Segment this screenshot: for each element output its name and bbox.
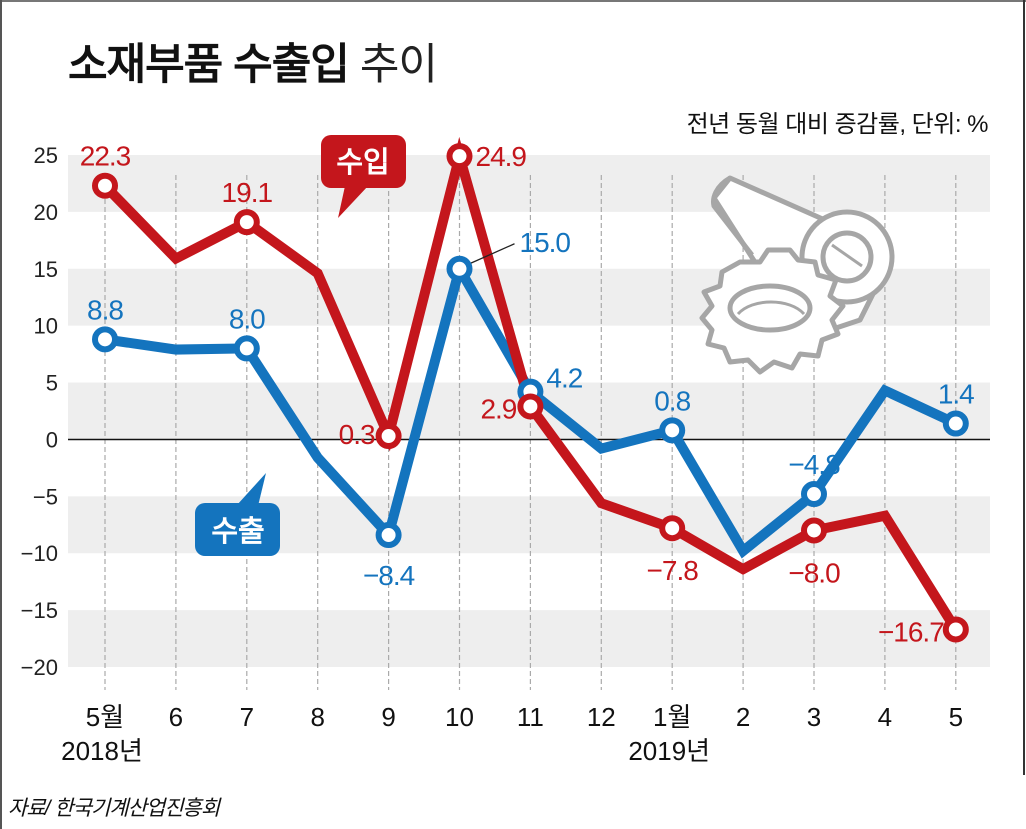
export-marker xyxy=(446,255,473,282)
export-marker xyxy=(92,326,118,353)
export-data-label: 15.0 xyxy=(520,227,571,258)
x-tick-label: 5월 xyxy=(86,702,124,732)
import-data-label: 0.3 xyxy=(339,419,375,450)
band xyxy=(68,610,990,667)
frame-left-border xyxy=(0,0,2,829)
y-tick-label: 10 xyxy=(34,314,58,339)
export-data-label: 4.2 xyxy=(546,363,582,394)
y-tick-label: 25 xyxy=(34,143,58,168)
import-marker xyxy=(942,616,969,643)
import-marker xyxy=(233,209,260,236)
import-data-label: 22.3 xyxy=(80,141,131,172)
x-year-label: 2018년 xyxy=(61,736,143,766)
source-note: 자료/ 한국기계산업진흥회 xyxy=(8,797,220,820)
export-marker xyxy=(375,522,402,549)
x-tick-label: 4 xyxy=(878,702,892,732)
export-data-label: 8.0 xyxy=(229,303,265,334)
series-markers xyxy=(92,143,969,643)
export-data-label: 1.4 xyxy=(938,379,974,410)
unit-note: 전년 동월 대비 증감률, 단위: % xyxy=(686,111,989,138)
import-data-label: −16.7 xyxy=(878,616,944,647)
frame-right-border xyxy=(1023,0,1025,775)
y-tick-label: −15 xyxy=(21,598,58,623)
band xyxy=(68,155,990,212)
x-tick-label: 10 xyxy=(445,702,474,732)
x-tick-label: 6 xyxy=(169,702,183,732)
import-data-label: −8.0 xyxy=(788,557,840,588)
y-tick-label: −10 xyxy=(21,541,58,566)
x-tick-label: 12 xyxy=(587,702,616,732)
import-data-label: 2.9 xyxy=(480,393,516,424)
import-marker xyxy=(801,517,827,544)
y-tick-label: −5 xyxy=(33,484,58,509)
chart-title-bold: 소재부품 수출입 xyxy=(68,41,350,89)
y-tick-label: 5 xyxy=(46,371,58,396)
x-tick-label: 2 xyxy=(736,702,750,732)
export-marker xyxy=(801,481,827,508)
chart-title-light: 추이 xyxy=(359,41,438,89)
chart-title: 소재부품 수출입 추이 xyxy=(68,30,438,92)
x-tick-label: 8 xyxy=(310,702,324,732)
import-marker xyxy=(375,423,402,450)
export-data-label: −4.8 xyxy=(788,449,840,480)
y-tick-label: 20 xyxy=(34,200,58,225)
y-tick-label: 0 xyxy=(46,427,58,452)
x-tick-label: 3 xyxy=(807,702,821,732)
data-labels: 22.3 19.1 0.3 24.9 2.9 −7.8 −8.0 −16.7 8.8 8.0 −8.… xyxy=(80,141,975,648)
x-tick-label: 7 xyxy=(240,702,254,732)
legend-export-pointer xyxy=(237,473,266,506)
frame-top-border xyxy=(0,0,1026,2)
legend-export-box xyxy=(195,503,280,556)
legend-export-label: 수출 xyxy=(211,515,264,548)
legend-import: 수입 xyxy=(321,135,406,218)
leader-line xyxy=(469,243,515,265)
x-tick-label: 5 xyxy=(949,702,963,732)
import-data-label: 24.9 xyxy=(476,141,527,172)
export-marker xyxy=(233,335,260,362)
legend-import-box xyxy=(321,135,406,188)
import-data-label: −7.8 xyxy=(647,555,699,586)
legend-export: 수출 xyxy=(195,473,280,556)
x-tick-label: 11 xyxy=(517,702,544,732)
export-data-label: 8.8 xyxy=(87,294,123,325)
export-marker xyxy=(942,410,969,437)
import-marker xyxy=(446,143,473,170)
export-data-label: −8.4 xyxy=(363,560,415,591)
x-year-label: 2019년 xyxy=(628,736,710,766)
legend-import-pointer xyxy=(338,186,368,218)
x-tick-label: 9 xyxy=(381,702,395,732)
x-tick-label: 1월 xyxy=(653,702,691,732)
y-axis-ticks: 25 20 15 10 5 0 −5 −10 −15 −20 xyxy=(21,143,58,680)
y-tick-label: −20 xyxy=(21,655,58,680)
export-data-label: 0.8 xyxy=(654,385,690,416)
y-tick-label: 15 xyxy=(34,257,58,282)
import-marker xyxy=(92,172,118,199)
import-marker xyxy=(517,393,544,420)
import-marker xyxy=(659,515,686,542)
import-data-label: 19.1 xyxy=(222,177,273,208)
legend-import-label: 수입 xyxy=(336,146,389,179)
export-marker xyxy=(659,417,686,444)
leader-lines xyxy=(469,243,515,265)
gear-and-roller-icon xyxy=(699,175,895,375)
x-axis-ticks: 5월 6 7 8 9 10 11 12 1월 2 3 4 5 2018년 2019년 xyxy=(61,702,963,766)
